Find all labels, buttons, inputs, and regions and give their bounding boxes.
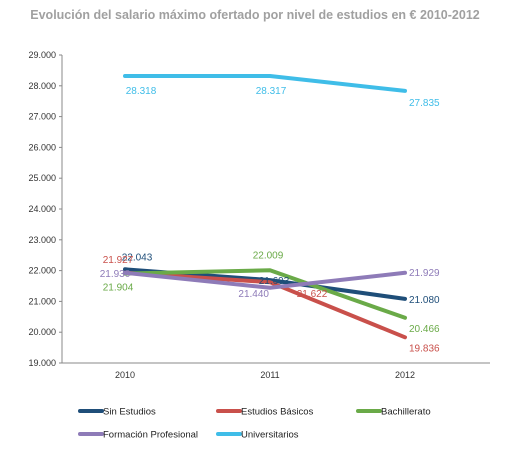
data-label: 28.317 — [256, 86, 287, 97]
legend-entry: Bachillerato — [381, 407, 431, 418]
y-tick-label: 28.000 — [28, 81, 56, 91]
data-label: 21.930 — [100, 269, 131, 280]
data-label: 21.904 — [103, 283, 134, 294]
y-tick-label: 25.000 — [28, 173, 56, 183]
data-label: 27.835 — [409, 98, 440, 109]
data-label: 21.693 — [259, 276, 290, 287]
chart-title: Evolución del salario máximo ofertado po… — [30, 8, 480, 22]
legend-entry: Estudios Básicos — [241, 407, 314, 418]
legend-entry: Formación Profesional — [103, 430, 198, 441]
data-label: 21.929 — [409, 268, 440, 279]
y-tick-label: 26.000 — [28, 142, 56, 152]
y-tick-label: 22.000 — [28, 266, 56, 276]
series-line-2 — [123, 268, 407, 320]
data-label: 22.043 — [122, 252, 153, 263]
series-line-4 — [123, 74, 407, 93]
y-tick-label: 21.000 — [28, 296, 56, 306]
y-tick-label: 23.000 — [28, 235, 56, 245]
legend-entry: Universitarios — [241, 430, 299, 441]
x-tick-label: 2012 — [395, 370, 415, 380]
x-tick-label: 2010 — [115, 370, 135, 380]
data-label: 21.080 — [409, 295, 440, 306]
y-tick-label: 20.000 — [28, 327, 56, 337]
series-line-3 — [123, 270, 407, 290]
y-tick-label: 29.000 — [28, 50, 56, 60]
y-tick-label: 19.000 — [28, 358, 56, 368]
data-label: 28.318 — [126, 86, 157, 97]
y-tick-label: 27.000 — [28, 112, 56, 122]
data-label: 21.927 — [103, 255, 134, 266]
data-label: 21.440 — [238, 289, 269, 300]
data-label: 20.466 — [409, 324, 440, 335]
legend-entry: Sin Estudios — [103, 407, 156, 418]
data-label: 19.836 — [409, 343, 440, 354]
x-tick-label: 2011 — [260, 370, 279, 380]
y-tick-label: 24.000 — [28, 204, 56, 214]
data-label: 21.622 — [297, 289, 328, 300]
data-label: 22.009 — [253, 250, 284, 261]
